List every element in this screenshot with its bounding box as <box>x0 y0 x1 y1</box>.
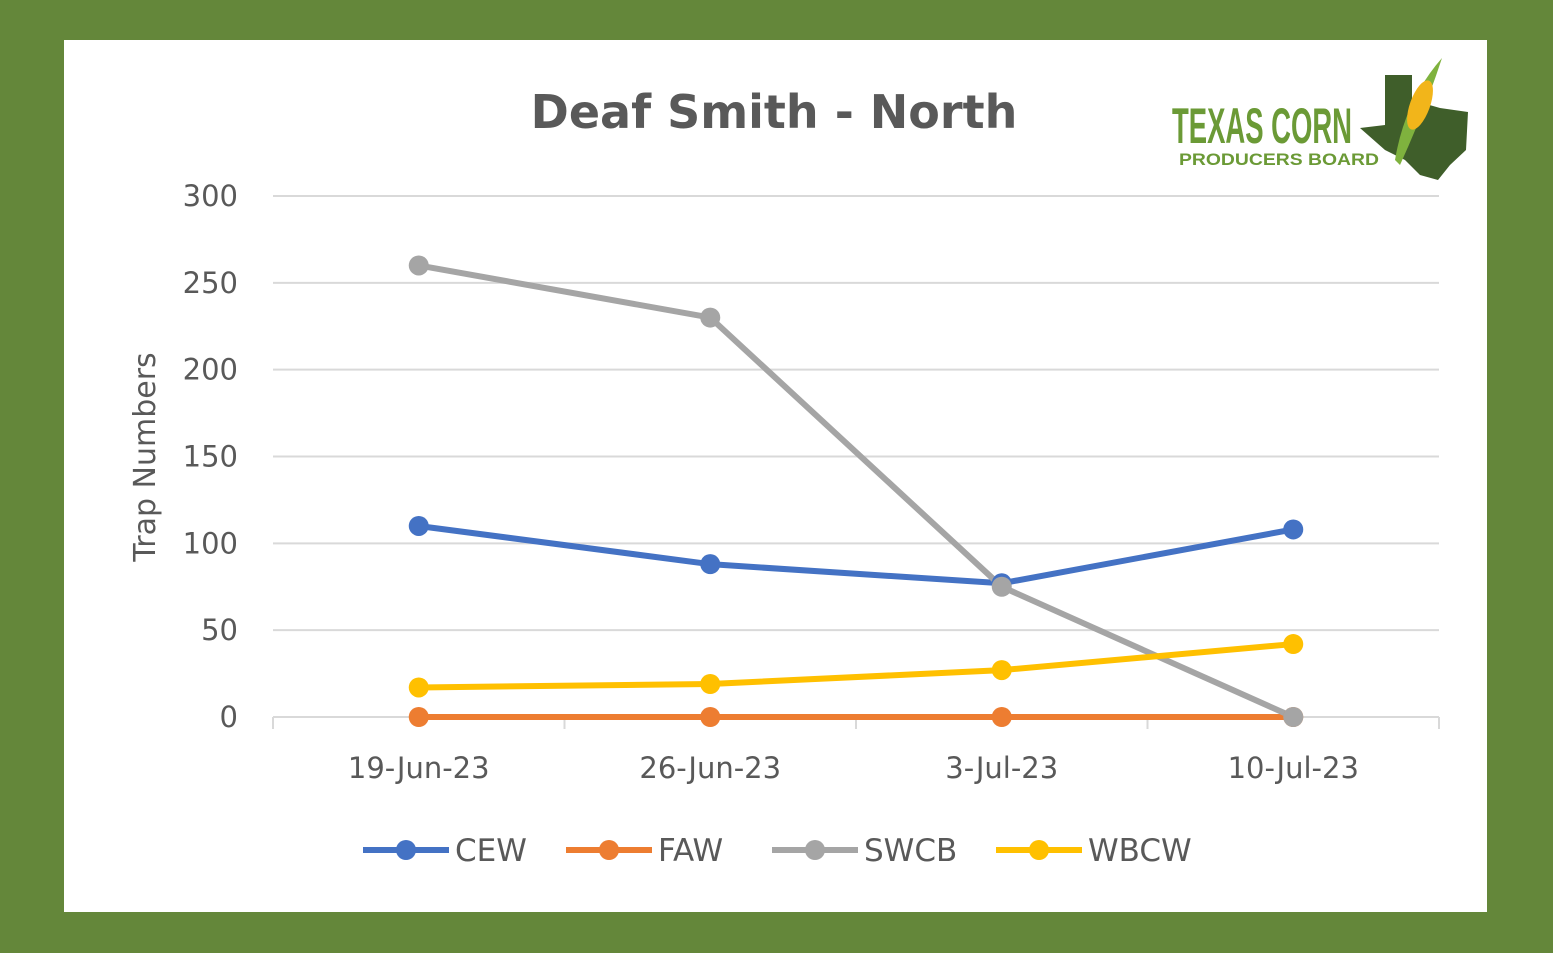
legend-marker-swcb <box>805 840 825 860</box>
data-point-wbcw <box>991 660 1012 681</box>
legend-marker-wbcw <box>1029 840 1049 860</box>
legend-label: SWCB <box>864 833 957 869</box>
legend-label: FAW <box>658 833 723 869</box>
data-point-swcb <box>1283 707 1304 727</box>
chart-panel <box>64 40 1487 912</box>
chart-title: Deaf Smith - North <box>531 85 1018 139</box>
data-point-faw <box>408 707 429 727</box>
y-tick-label: 0 <box>220 700 238 734</box>
series-line-swcb <box>418 262 1295 720</box>
logo: TEXAS CORN PRODUCERS BOARD <box>1172 58 1468 180</box>
series-line-cew <box>418 522 1294 587</box>
data-point-swcb <box>700 307 721 328</box>
y-tick-label: 250 <box>183 266 238 300</box>
data-point-wbcw <box>700 674 721 695</box>
data-point-faw <box>700 707 721 727</box>
x-tick-label: 19-Jun-23 <box>348 751 490 785</box>
x-tick-label: 3-Jul-23 <box>945 751 1058 785</box>
legend-label: WBCW <box>1088 833 1192 869</box>
logo-subtext: PRODUCERS BOARD <box>1179 150 1379 169</box>
legend-marker-faw <box>599 840 619 860</box>
data-point-wbcw <box>1283 634 1304 655</box>
legend-marker-cew <box>396 840 416 860</box>
data-point-cew <box>1283 519 1304 540</box>
y-tick-label: 200 <box>183 353 238 387</box>
x-tick-label: 10-Jul-23 <box>1228 751 1359 785</box>
data-point-cew <box>408 515 429 536</box>
data-point-swcb <box>991 576 1012 597</box>
y-tick-label: 50 <box>201 613 238 647</box>
data-point-swcb <box>408 255 429 276</box>
data-point-cew <box>700 554 721 575</box>
y-tick-label: 100 <box>183 526 238 560</box>
y-tick-label: 150 <box>183 440 238 474</box>
y-axis-label: Trap Numbers <box>128 352 163 562</box>
y-tick-label: 300 <box>183 179 238 213</box>
data-point-faw <box>991 707 1012 727</box>
legend-label: CEW <box>455 833 527 869</box>
logo-text: TEXAS CORN <box>1172 98 1352 154</box>
data-point-wbcw <box>408 677 429 698</box>
series-line-wbcw <box>418 641 1294 691</box>
corn-cob-icon <box>1407 80 1433 130</box>
x-tick-label: 26-Jun-23 <box>639 751 781 785</box>
